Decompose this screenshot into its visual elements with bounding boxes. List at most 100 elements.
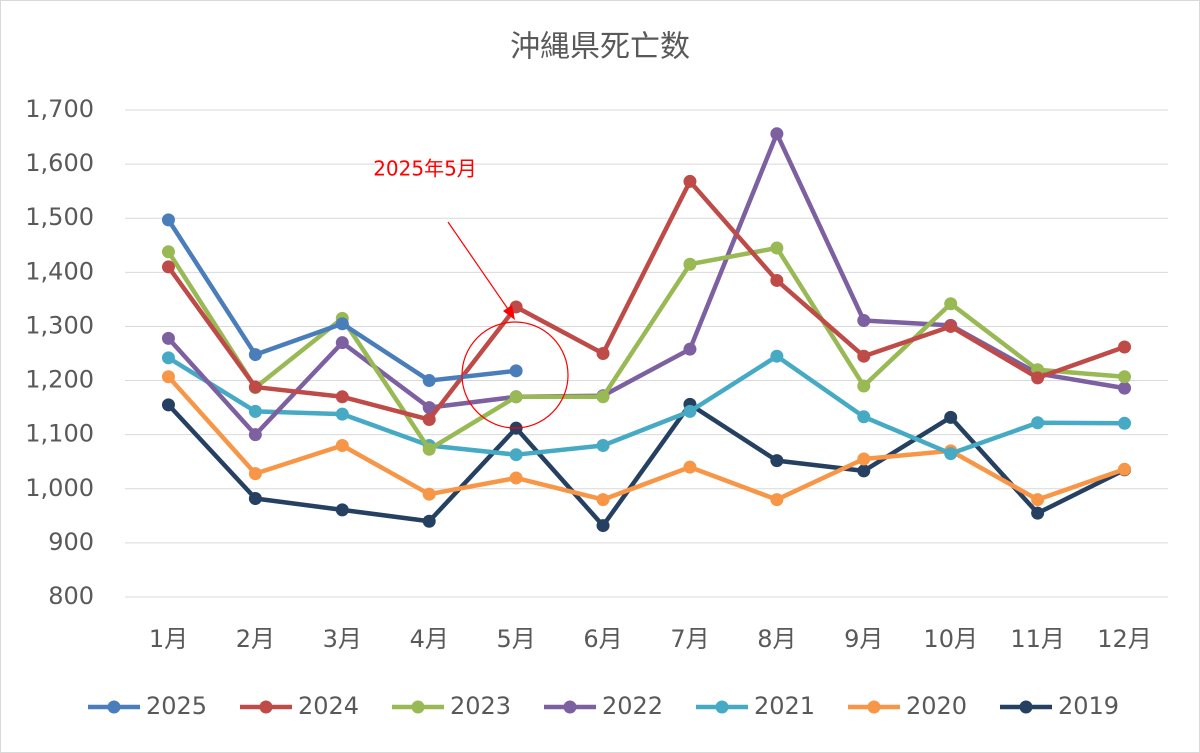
point xyxy=(248,467,262,481)
legend-label: 2023 xyxy=(450,692,511,720)
point xyxy=(596,438,610,452)
point xyxy=(1031,371,1045,385)
y-tick-label: 900 xyxy=(48,528,94,556)
point xyxy=(1118,370,1132,384)
point xyxy=(857,379,871,393)
series-line xyxy=(166,402,1126,528)
point xyxy=(1118,340,1132,354)
point xyxy=(161,398,175,412)
point xyxy=(596,519,610,533)
point xyxy=(335,317,349,331)
point xyxy=(1031,493,1045,507)
y-tick-label: 1,600 xyxy=(25,149,94,177)
point xyxy=(596,390,610,404)
point xyxy=(509,448,523,462)
annotation-arrowhead xyxy=(503,305,515,320)
point xyxy=(509,390,523,404)
legend-marker xyxy=(715,700,729,714)
point xyxy=(161,351,175,365)
point xyxy=(770,454,784,468)
legend-marker xyxy=(107,700,121,714)
x-tick-label: 3月 xyxy=(323,625,362,653)
point xyxy=(944,319,958,333)
point xyxy=(596,347,610,360)
legend-label: 2020 xyxy=(906,692,967,720)
point xyxy=(857,313,871,327)
y-tick-label: 1,000 xyxy=(25,474,94,502)
point xyxy=(1031,506,1045,520)
x-tick-label: 5月 xyxy=(496,625,535,653)
x-tick-label: 10月 xyxy=(923,625,978,653)
legend-marker xyxy=(259,700,273,714)
x-tick-label: 11月 xyxy=(1010,625,1065,653)
point xyxy=(422,401,436,415)
point xyxy=(857,452,871,466)
point xyxy=(422,487,436,501)
point xyxy=(944,410,958,424)
x-tick-label: 1月 xyxy=(149,625,188,653)
point xyxy=(335,407,349,421)
point xyxy=(770,241,784,255)
y-tick-label: 1,400 xyxy=(25,257,94,285)
annotation-arrow xyxy=(447,221,511,313)
series-line xyxy=(166,375,1126,502)
y-tick-label: 1,200 xyxy=(25,366,94,394)
point xyxy=(857,349,871,363)
annotation-circle xyxy=(461,321,569,429)
point xyxy=(422,442,436,456)
point xyxy=(248,428,262,442)
point xyxy=(683,174,697,188)
point xyxy=(944,297,958,311)
x-tick-label: 8月 xyxy=(757,625,796,653)
point xyxy=(770,127,784,141)
series-line xyxy=(167,353,1125,457)
point xyxy=(422,374,436,388)
x-tick-label: 2月 xyxy=(236,625,275,653)
point xyxy=(248,492,262,506)
point xyxy=(857,410,871,424)
point xyxy=(770,349,784,363)
point xyxy=(161,213,175,227)
y-tick-label: 1,300 xyxy=(25,311,94,339)
chart-title: 沖縄県死亡数 xyxy=(510,30,690,65)
annotation: 2025年5月 xyxy=(373,157,477,181)
legend-label: 2025 xyxy=(146,692,207,720)
legend-marker xyxy=(411,700,425,714)
point xyxy=(335,503,349,517)
x-tick-label: 4月 xyxy=(410,625,449,653)
y-tick-label: 1,500 xyxy=(25,203,94,231)
point xyxy=(683,342,697,356)
point xyxy=(422,514,436,528)
y-tick-label: 1,100 xyxy=(25,420,94,448)
series-line xyxy=(166,179,1126,422)
point xyxy=(596,493,610,507)
point xyxy=(248,348,262,362)
point xyxy=(161,370,175,384)
point xyxy=(161,260,175,274)
point xyxy=(1118,381,1132,395)
point xyxy=(857,464,871,478)
legend-label: 2024 xyxy=(298,692,359,720)
x-tick-label: 7月 xyxy=(670,625,709,653)
point xyxy=(335,390,349,404)
y-tick-label: 800 xyxy=(48,582,94,610)
point xyxy=(335,438,349,452)
x-tick-label: 9月 xyxy=(844,625,883,653)
legend-marker xyxy=(867,700,881,714)
point xyxy=(248,404,262,418)
x-tick-label: 12月 xyxy=(1097,625,1152,653)
point xyxy=(509,364,523,378)
point xyxy=(770,493,784,507)
point xyxy=(335,336,349,350)
point xyxy=(770,273,784,287)
point xyxy=(161,331,175,345)
y-tick-label: 1,700 xyxy=(25,95,94,123)
point xyxy=(248,380,262,394)
legend-label: 2021 xyxy=(754,692,815,720)
legend-label: 2022 xyxy=(602,692,663,720)
point xyxy=(1118,462,1132,476)
point xyxy=(944,447,958,461)
legend-marker xyxy=(1019,700,1033,714)
point xyxy=(509,471,523,485)
